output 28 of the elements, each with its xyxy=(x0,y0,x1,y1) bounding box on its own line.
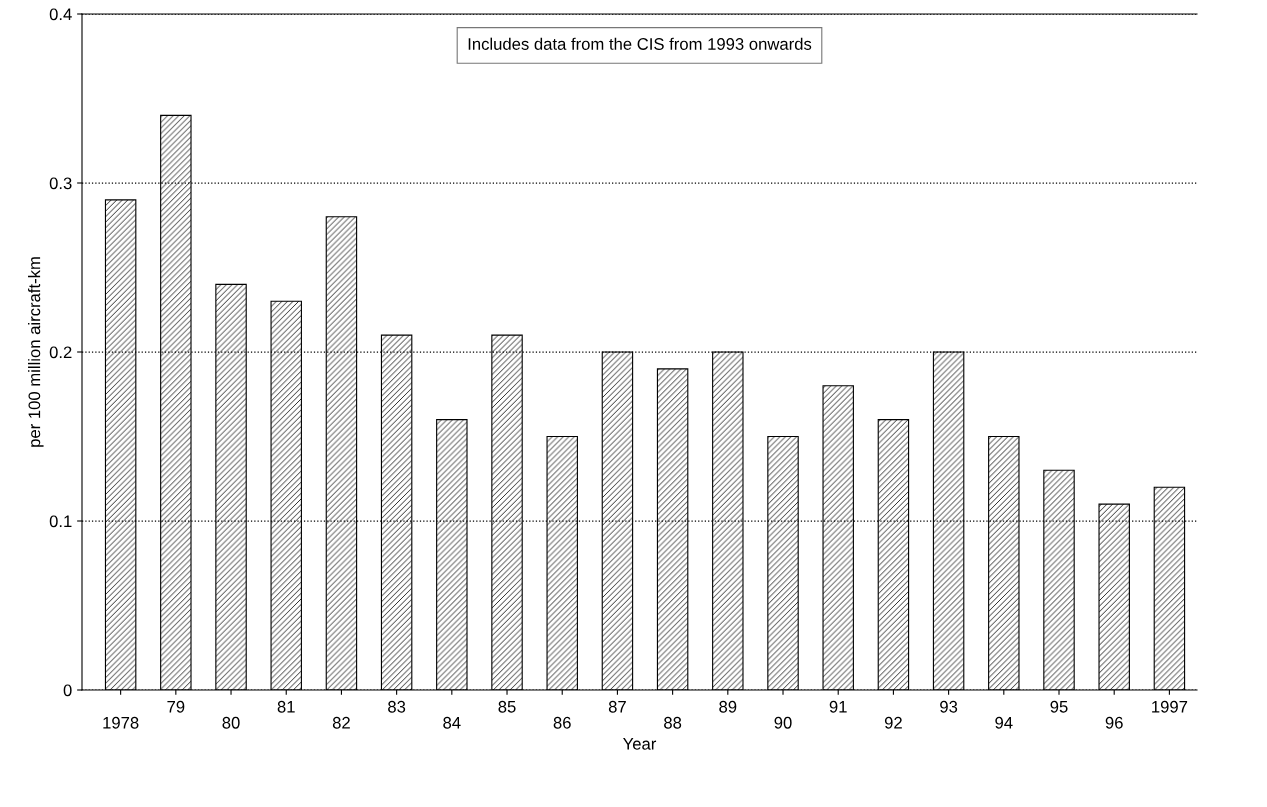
x-axis-title: Year xyxy=(623,738,657,750)
x-tick-label: 80 xyxy=(222,716,240,729)
x-tick-label: 83 xyxy=(388,700,406,713)
y-tick-label: 0.1 xyxy=(49,515,72,528)
x-tick-label: 89 xyxy=(719,700,737,713)
x-tick-label: 92 xyxy=(884,716,902,729)
y-tick-label: 0.2 xyxy=(49,346,72,359)
x-tick-label: 81 xyxy=(277,700,295,713)
x-tick-label: 87 xyxy=(608,700,626,713)
x-tick-label: 94 xyxy=(995,716,1013,729)
x-tick-label: 95 xyxy=(1050,700,1068,713)
x-tick-label: 91 xyxy=(829,700,847,713)
y-tick-label: 0 xyxy=(63,684,72,697)
x-tick-label: 90 xyxy=(774,716,792,729)
annotation: Includes data from the CIS from 1993 onwards xyxy=(468,37,812,50)
y-axis-title: per 100 million aircraft-km xyxy=(28,257,44,447)
x-tick-label: 82 xyxy=(332,716,350,729)
x-tick-label: 79 xyxy=(167,700,185,713)
x-tick-label: 93 xyxy=(940,700,958,713)
x-tick-label: 96 xyxy=(1105,716,1123,729)
x-tick-label: 88 xyxy=(664,716,682,729)
x-tick-label: 84 xyxy=(443,716,461,729)
x-tick-label: 85 xyxy=(498,700,516,713)
x-tick-label: 86 xyxy=(553,716,571,729)
x-tick-label: 1997 xyxy=(1152,700,1188,713)
y-tick-label: 0.4 xyxy=(49,8,72,21)
y-tick-label: 0.3 xyxy=(49,177,72,190)
x-tick-label: 1978 xyxy=(103,716,139,729)
